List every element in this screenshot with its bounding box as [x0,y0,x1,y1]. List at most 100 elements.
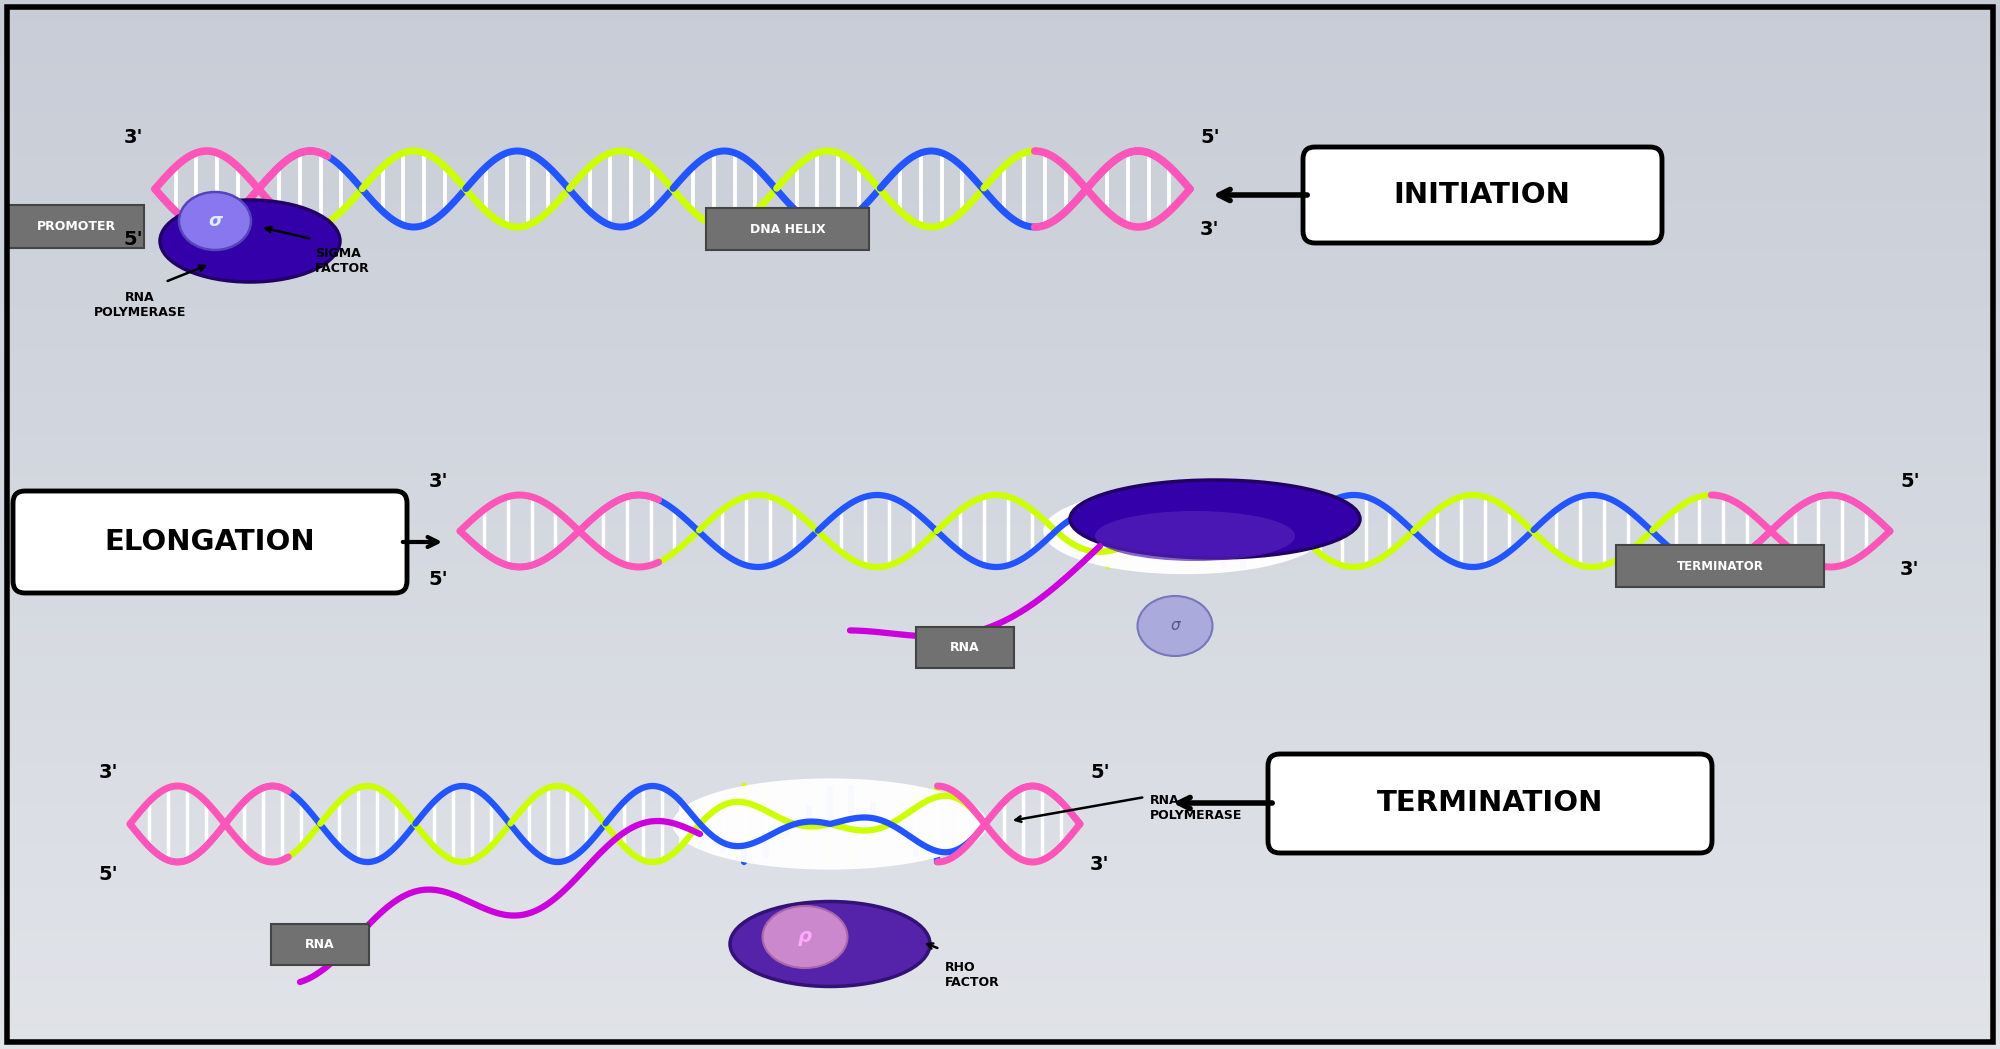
Text: 3': 3' [124,128,144,147]
Bar [0,14,2000,21]
Bar [0,112,2000,119]
Text: INITIATION: INITIATION [1394,181,1570,209]
Bar [0,643,2000,650]
Bar [0,322,2000,328]
Bar [0,826,2000,832]
Bar [0,91,2000,98]
Text: ρ: ρ [798,927,812,946]
Bar [0,671,2000,679]
Bar [0,391,2000,399]
Bar [0,56,2000,63]
Bar [0,889,2000,895]
Bar [0,231,2000,238]
Bar [0,881,2000,889]
Bar [0,1042,2000,1049]
FancyBboxPatch shape [1268,754,1712,853]
Ellipse shape [1138,596,1212,656]
Bar [0,496,2000,504]
Text: PROMOTER: PROMOTER [36,220,116,233]
Bar [0,399,2000,406]
Bar [0,301,2000,307]
Text: 5': 5' [1200,128,1220,147]
Bar [0,532,2000,538]
Bar [0,259,2000,265]
Bar [0,763,2000,769]
Bar [0,993,2000,1000]
Bar [0,658,2000,664]
Bar [0,895,2000,902]
Bar [0,21,2000,28]
Bar [0,406,2000,412]
FancyBboxPatch shape [14,491,408,593]
Bar [0,622,2000,629]
Bar [0,559,2000,566]
Text: 5': 5' [98,865,118,884]
Bar [0,769,2000,776]
Bar [0,874,2000,881]
Bar [0,294,2000,301]
Bar [0,475,2000,483]
Bar [0,972,2000,979]
Bar [0,951,2000,958]
Bar [0,664,2000,671]
Bar [0,679,2000,685]
Bar [0,742,2000,748]
Bar [0,755,2000,763]
Bar [0,784,2000,790]
Bar [0,0,2000,7]
Bar [0,63,2000,70]
Bar [0,196,2000,202]
Ellipse shape [762,906,848,968]
Bar [0,979,2000,986]
Bar [0,553,2000,559]
Bar [0,168,2000,175]
Text: DNA HELIX: DNA HELIX [750,222,826,235]
Bar [0,608,2000,616]
Bar [0,860,2000,868]
Bar [0,1014,2000,1021]
FancyBboxPatch shape [1616,545,1824,587]
Bar [0,958,2000,965]
Bar [0,84,2000,91]
Text: σ: σ [208,212,222,230]
Bar [0,965,2000,972]
Bar [0,1028,2000,1035]
Bar [0,986,2000,993]
Bar [0,713,2000,721]
Bar [0,119,2000,126]
Bar [0,336,2000,343]
Bar [0,385,2000,391]
Bar [0,847,2000,853]
Bar [0,853,2000,860]
Bar [0,126,2000,133]
Bar [0,616,2000,622]
Bar [0,7,2000,14]
Text: RHO
FACTOR: RHO FACTOR [946,961,1000,989]
Bar [0,944,2000,951]
Bar [0,601,2000,608]
Text: 5': 5' [124,230,144,249]
Bar [0,706,2000,713]
FancyBboxPatch shape [916,627,1014,668]
Bar [0,28,2000,35]
Bar [0,490,2000,496]
Ellipse shape [1044,488,1326,574]
Text: 5': 5' [1900,472,1920,491]
Ellipse shape [1070,480,1360,558]
Bar [0,790,2000,797]
Text: TERMINATION: TERMINATION [1376,789,1604,817]
Bar [0,280,2000,286]
Bar [0,504,2000,511]
Bar [0,77,2000,84]
Bar [0,378,2000,385]
Bar [0,538,2000,545]
Text: RNA: RNA [306,938,334,951]
Bar [0,420,2000,427]
Bar [0,70,2000,77]
Bar [0,511,2000,517]
Bar [0,797,2000,805]
FancyBboxPatch shape [1304,147,1662,243]
Bar [0,483,2000,490]
Bar [0,349,2000,357]
Text: RNA
POLYMERASE: RNA POLYMERASE [94,291,186,319]
